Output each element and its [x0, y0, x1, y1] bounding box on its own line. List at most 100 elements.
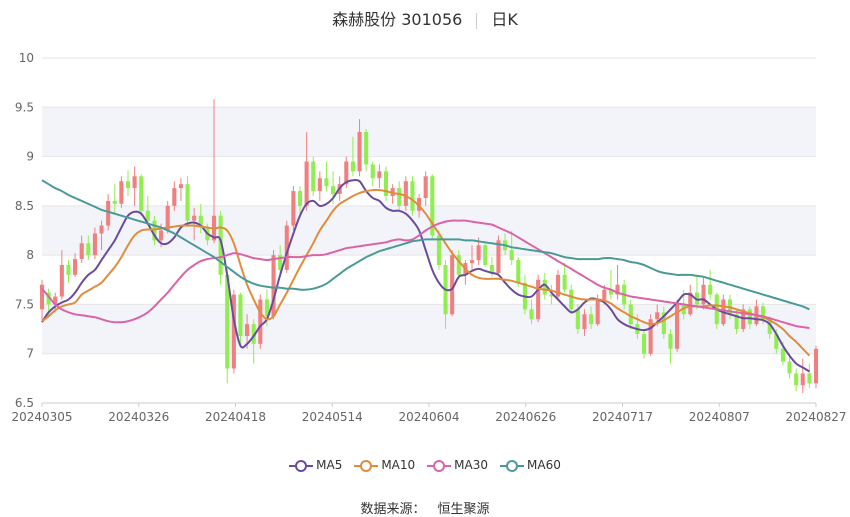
ma-line-ma60	[41, 179, 810, 311]
candle-up	[536, 279, 541, 320]
candle-down	[46, 292, 51, 305]
y-tick-label: 8	[26, 248, 34, 262]
candle-up	[291, 191, 296, 226]
candle-up	[496, 240, 501, 273]
candle-down	[225, 274, 230, 369]
candle-down	[112, 200, 117, 204]
period-label: 日K	[491, 10, 518, 29]
candle-down	[397, 188, 402, 206]
candle-up	[165, 205, 170, 231]
y-tick-label: 8.5	[15, 199, 34, 213]
candle-up	[800, 373, 805, 386]
candle-up	[53, 296, 58, 305]
candle-up	[688, 292, 693, 315]
legend-item-ma60[interactable]: MA60	[500, 458, 561, 473]
candle-up	[119, 181, 124, 204]
candle-down	[370, 164, 375, 179]
candle-down	[661, 312, 666, 334]
stock-name: 森赫股份 301056	[332, 10, 463, 29]
candle-down	[628, 304, 633, 325]
source-value: 恒生聚源	[437, 502, 490, 517]
candle-down	[542, 279, 547, 295]
candle-down	[589, 314, 594, 325]
x-tick-label: 20240326	[108, 410, 169, 424]
candle-up	[655, 312, 660, 320]
candle-down	[641, 334, 647, 354]
legend: MA5 MA10 MA30 MA60	[0, 458, 850, 473]
x-tick-label: 20240604	[398, 410, 459, 424]
candle-up	[92, 233, 97, 256]
candle-up	[813, 348, 819, 384]
candle-up	[132, 176, 137, 189]
legend-item-ma10[interactable]: MA10	[354, 458, 415, 473]
candle-down	[198, 215, 203, 228]
candle-up	[39, 284, 45, 310]
legend-label: MA10	[381, 458, 416, 472]
candle-up	[159, 230, 164, 241]
candle-down	[575, 309, 580, 330]
legend-item-ma5[interactable]: MA5	[289, 458, 342, 473]
candle-down	[794, 373, 799, 386]
candle-down	[350, 161, 355, 172]
candle-down	[456, 255, 461, 275]
candle-down	[125, 181, 131, 189]
candle-up	[106, 200, 111, 226]
x-tick-label: 20240807	[689, 410, 750, 424]
candle-down	[430, 176, 435, 236]
legend-item-ma30[interactable]: MA30	[427, 458, 488, 473]
candle-down	[761, 306, 766, 320]
x-tick-label: 20240418	[205, 410, 266, 424]
x-tick-label: 20240827	[785, 410, 846, 424]
candle-up	[258, 299, 263, 344]
candle-up	[172, 188, 177, 206]
candle-down	[331, 186, 336, 195]
candle-down	[509, 250, 514, 261]
candle-down	[264, 299, 269, 317]
y-tick-label: 9.5	[15, 100, 34, 114]
candle-up	[555, 274, 561, 297]
x-tick-label: 20240717	[592, 410, 653, 424]
candle-up	[701, 284, 706, 305]
candle-down	[436, 235, 441, 265]
candle-up	[377, 171, 382, 179]
y-tick-label: 9	[26, 150, 34, 164]
candle-up	[423, 176, 428, 198]
candle-down	[562, 274, 567, 290]
candle-down	[734, 314, 739, 330]
candle-down	[483, 245, 488, 265]
candle-down	[608, 289, 613, 295]
candle-down	[145, 210, 150, 221]
x-tick-label: 20240305	[11, 410, 72, 424]
ma-line-ma30	[41, 219, 810, 330]
data-source: 数据来源： 恒生聚源	[0, 498, 850, 517]
legend-marker-icon	[289, 459, 314, 472]
candle-down	[410, 181, 415, 211]
candle-down	[185, 184, 190, 221]
candle-down	[297, 191, 303, 206]
candle-up	[615, 284, 620, 295]
candle-up	[284, 225, 289, 270]
candle-down	[139, 176, 144, 211]
candle-down	[311, 161, 316, 192]
candle-down	[324, 178, 329, 187]
candle-down	[66, 265, 71, 275]
candle-up	[231, 294, 236, 369]
source-label: 数据来源：	[360, 502, 426, 517]
x-tick-label: 20240626	[495, 410, 556, 424]
candle-down	[278, 255, 283, 270]
candle-up	[245, 324, 250, 336]
candle-down	[774, 334, 779, 349]
legend-label: MA5	[316, 458, 343, 472]
candle-up	[602, 289, 607, 300]
candle-down	[668, 334, 673, 349]
y-tick-label: 6.5	[15, 396, 34, 410]
candle-up	[595, 299, 600, 325]
candle-up	[417, 197, 422, 211]
candle-up	[675, 304, 680, 349]
candle-down	[86, 243, 91, 256]
candle-down	[516, 260, 521, 283]
title-separator	[476, 12, 478, 29]
candle-up	[99, 225, 104, 234]
legend-marker-icon	[354, 459, 379, 472]
candle-down	[787, 361, 792, 374]
